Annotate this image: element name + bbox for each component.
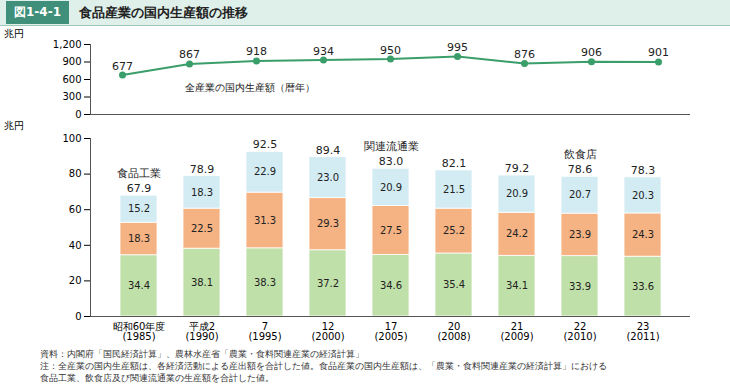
svg-text:22(2010): 22(2010) bbox=[563, 321, 596, 342]
svg-text:全産業の国内生産額（暦年）: 全産業の国内生産額（暦年） bbox=[185, 82, 315, 93]
svg-text:78.9: 78.9 bbox=[190, 163, 215, 176]
svg-text:21.5: 21.5 bbox=[443, 184, 465, 195]
svg-text:906: 906 bbox=[581, 46, 602, 59]
svg-text:22.9: 22.9 bbox=[254, 166, 276, 177]
svg-text:35.4: 35.4 bbox=[443, 279, 465, 290]
svg-text:80: 80 bbox=[69, 168, 82, 179]
html-text:注：全産業の国内生産額は、各経済活動による産出額を合計した値: 注：全産業の国内生産額は、各経済活動による産出額を合計した値。食品産業の国内生産… bbox=[40, 361, 607, 371]
svg-text:23.9: 23.9 bbox=[569, 229, 591, 240]
svg-text:7(1995): 7(1995) bbox=[248, 321, 281, 342]
svg-text:1,200: 1,200 bbox=[53, 39, 82, 50]
svg-text:34.6: 34.6 bbox=[380, 280, 402, 291]
svg-text:22.5: 22.5 bbox=[191, 223, 213, 234]
svg-text:12(2000): 12(2000) bbox=[311, 321, 344, 342]
svg-text:29.3: 29.3 bbox=[317, 218, 339, 229]
svg-text:867: 867 bbox=[179, 48, 200, 61]
svg-text:78.3: 78.3 bbox=[631, 164, 656, 177]
svg-text:901: 901 bbox=[648, 46, 669, 59]
svg-text:67.9: 67.9 bbox=[127, 182, 152, 195]
html-text:食品産業の国内生産額の推移: 食品産業の国内生産額の推移 bbox=[79, 4, 248, 20]
svg-text:89.4: 89.4 bbox=[316, 144, 341, 157]
html-text:食品工業、飲食店及び関連流通業の生産額を合計した値。: 食品工業、飲食店及び関連流通業の生産額を合計した値。 bbox=[40, 373, 274, 383]
svg-text:15.2: 15.2 bbox=[128, 203, 150, 214]
svg-text:934: 934 bbox=[313, 45, 334, 58]
svg-text:82.1: 82.1 bbox=[442, 157, 467, 170]
svg-text:兆円: 兆円 bbox=[4, 28, 24, 39]
svg-text:876: 876 bbox=[514, 48, 535, 61]
svg-text:33.9: 33.9 bbox=[569, 281, 591, 292]
html-text:図1-4-1: 図1-4-1 bbox=[14, 5, 61, 19]
svg-text:飲食店: 飲食店 bbox=[564, 148, 597, 160]
svg-text:92.5: 92.5 bbox=[253, 138, 278, 151]
svg-text:950: 950 bbox=[380, 44, 401, 57]
svg-text:0: 0 bbox=[75, 311, 81, 322]
svg-text:昭和60年度(1985): 昭和60年度(1985) bbox=[113, 321, 166, 342]
svg-text:31.3: 31.3 bbox=[254, 215, 276, 226]
svg-text:27.5: 27.5 bbox=[380, 225, 402, 236]
svg-text:兆円: 兆円 bbox=[4, 120, 24, 131]
svg-text:20.7: 20.7 bbox=[569, 189, 591, 200]
svg-text:17(2005): 17(2005) bbox=[374, 321, 407, 342]
svg-text:18.3: 18.3 bbox=[191, 187, 213, 198]
svg-text:79.2: 79.2 bbox=[505, 162, 530, 175]
svg-text:23(2011): 23(2011) bbox=[626, 321, 659, 342]
svg-text:38.3: 38.3 bbox=[254, 277, 276, 288]
svg-text:38.1: 38.1 bbox=[191, 277, 213, 288]
svg-text:24.3: 24.3 bbox=[632, 229, 654, 240]
svg-text:600: 600 bbox=[62, 74, 81, 85]
svg-text:34.1: 34.1 bbox=[506, 280, 528, 291]
svg-text:平成2(1990): 平成2(1990) bbox=[185, 321, 218, 342]
svg-text:24.2: 24.2 bbox=[506, 228, 528, 239]
svg-text:34.4: 34.4 bbox=[128, 280, 150, 291]
svg-text:918: 918 bbox=[246, 45, 267, 58]
svg-text:60: 60 bbox=[69, 204, 82, 215]
svg-text:食品工業: 食品工業 bbox=[117, 167, 161, 179]
svg-text:37.2: 37.2 bbox=[317, 278, 339, 289]
svg-text:20.9: 20.9 bbox=[380, 182, 402, 193]
svg-text:23.0: 23.0 bbox=[317, 172, 339, 183]
svg-text:83.0: 83.0 bbox=[379, 155, 404, 168]
svg-text:677: 677 bbox=[112, 60, 133, 73]
svg-text:25.2: 25.2 bbox=[443, 225, 465, 236]
svg-text:20.3: 20.3 bbox=[632, 190, 654, 201]
svg-text:100: 100 bbox=[62, 133, 81, 144]
svg-text:20.9: 20.9 bbox=[506, 188, 528, 199]
svg-text:300: 300 bbox=[62, 91, 81, 102]
svg-text:18.3: 18.3 bbox=[128, 233, 150, 244]
svg-text:20(2008): 20(2008) bbox=[437, 321, 470, 342]
svg-text:33.6: 33.6 bbox=[632, 281, 654, 292]
svg-text:20: 20 bbox=[69, 275, 82, 286]
svg-text:78.6: 78.6 bbox=[568, 163, 593, 176]
svg-text:40: 40 bbox=[69, 240, 82, 251]
svg-text:関連流通業: 関連流通業 bbox=[364, 140, 419, 152]
html-text:資料：内閣府「国民経済計算」、農林水産省「農業・食料関連産業: 資料：内閣府「国民経済計算」、農林水産省「農業・食料関連産業の経済計算」 bbox=[40, 349, 364, 359]
svg-text:995: 995 bbox=[447, 41, 468, 54]
svg-text:900: 900 bbox=[62, 56, 81, 67]
svg-text:21(2009): 21(2009) bbox=[500, 321, 533, 342]
svg-text:0: 0 bbox=[75, 109, 81, 118]
